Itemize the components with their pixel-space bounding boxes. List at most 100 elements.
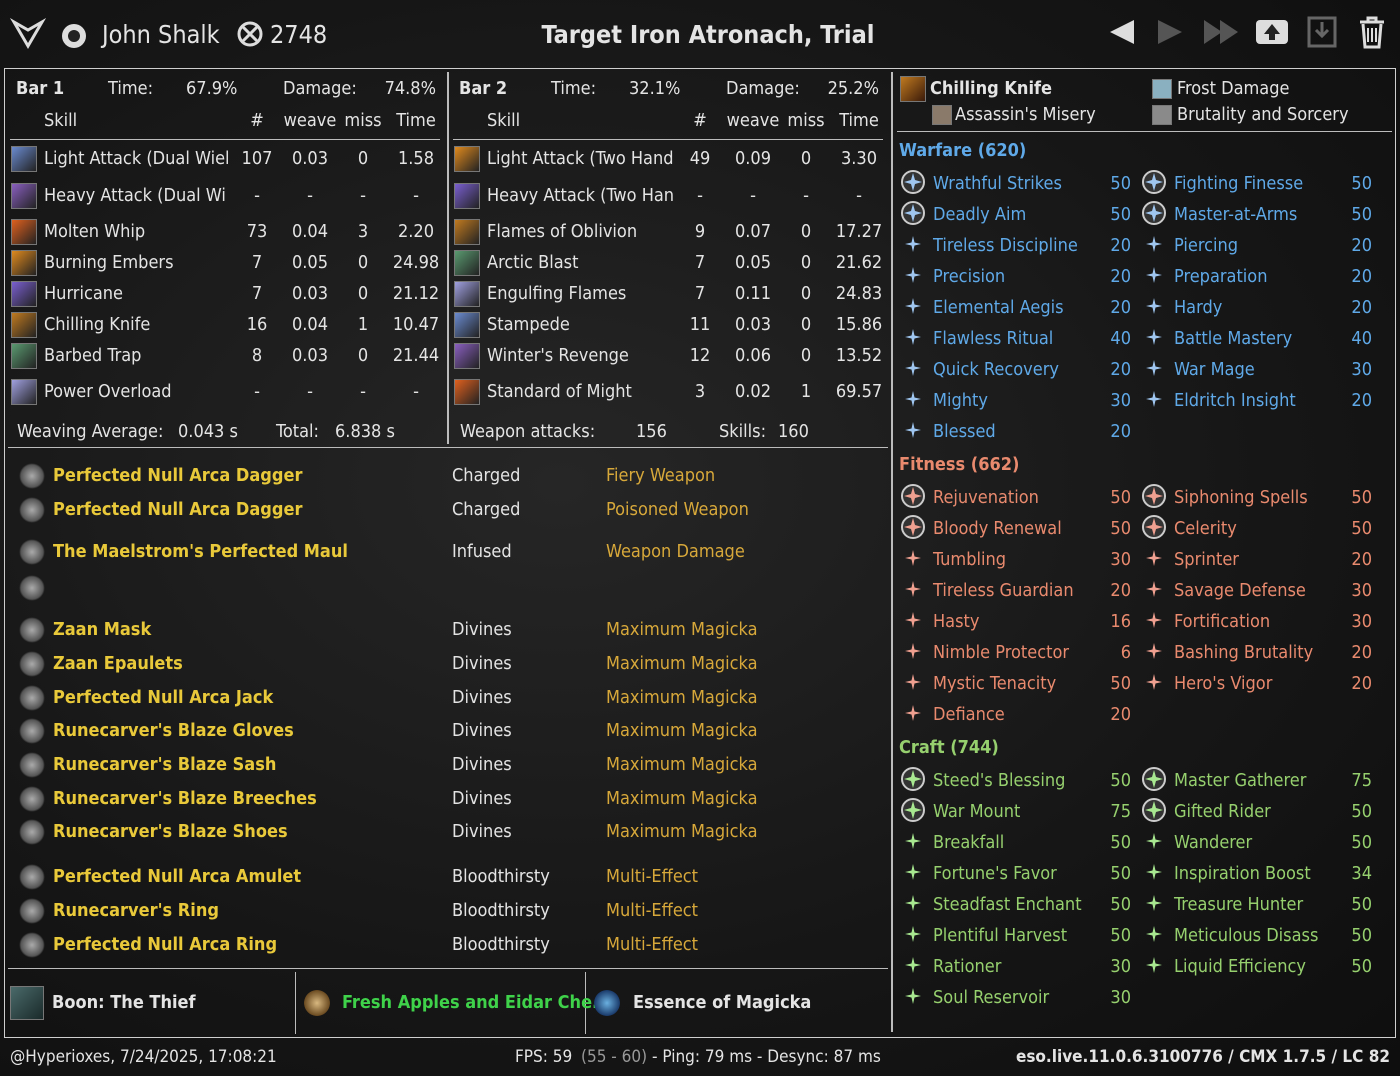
skill-stat: 73: [246, 221, 268, 242]
skill-icon: [11, 312, 37, 338]
divider: [891, 72, 893, 1032]
column-header: weave: [283, 110, 337, 131]
skill-stat: 7: [251, 283, 263, 304]
gear-enchant: Maximum Magicka: [606, 653, 758, 674]
star-icon: [904, 266, 922, 288]
gear-name: Perfected Null Arca Ring: [53, 934, 278, 955]
star-icon: [1145, 328, 1163, 350]
skill-stat: 12: [689, 345, 711, 366]
skill-stat: 7: [251, 252, 263, 273]
skill-stat: 0.03: [734, 314, 772, 335]
cp-star-name: Rationer: [933, 956, 1002, 977]
star-icon: [904, 673, 922, 695]
skill-stat: 10.47: [392, 314, 440, 335]
cp-star-name: Breakfall: [933, 832, 1005, 853]
gear-enchant: Maximum Magicka: [606, 720, 758, 741]
cp-star-name: Hero's Vigor: [1174, 673, 1273, 694]
skill-stat: 9: [694, 221, 706, 242]
skill-stat: 69.57: [835, 381, 883, 402]
previous-button[interactable]: [1106, 14, 1138, 50]
skill-stat: 0: [800, 148, 812, 169]
cp-star-points: 16: [1110, 611, 1131, 632]
skill-stat: 0: [800, 314, 812, 335]
skill-stat: 0: [357, 252, 369, 273]
cp-star-name: Battle Mastery: [1174, 328, 1293, 349]
cp-star-name: Nimble Protector: [933, 642, 1070, 663]
cp-star-points: 20: [1351, 390, 1372, 411]
cp-star-points: 34: [1351, 863, 1372, 884]
next-button[interactable]: [1154, 14, 1186, 50]
gear-icon: [19, 497, 45, 523]
skill-name: Chilling Knife: [44, 314, 151, 335]
skill-icon: [11, 183, 37, 209]
save-button[interactable]: [1306, 14, 1338, 50]
skill-name: Winter's Revenge: [487, 345, 629, 366]
cp-star-name: Blessed: [933, 421, 996, 442]
bar-summary: Total:: [276, 421, 319, 442]
boon-icon: [10, 986, 44, 1020]
divider: [10, 139, 440, 140]
slotted-star-icon: [1141, 200, 1167, 230]
cp-star-points: 20: [1110, 297, 1131, 318]
skill-stat: 15.86: [835, 314, 883, 335]
skill-stat: 0.03: [291, 345, 329, 366]
skill-stat: 1: [357, 314, 369, 335]
star-icon: [904, 611, 922, 633]
cp-star-points: 20: [1351, 673, 1372, 694]
skill-stat: -: [750, 185, 756, 206]
star-icon: [904, 235, 922, 257]
star-icon: [1145, 297, 1163, 319]
star-icon: [1145, 956, 1163, 978]
skill-name: Heavy Attack (Two Han: [487, 185, 675, 206]
time-label: Time:: [551, 78, 597, 99]
gear-trait: Infused: [452, 541, 512, 562]
cp-star-points: 20: [1110, 704, 1131, 725]
skill-icon: [11, 379, 37, 405]
skill-stat: 107: [241, 148, 273, 169]
gear-name: The Maelstrom's Perfected Maul: [53, 541, 348, 562]
cp-star-name: Bloody Renewal: [933, 518, 1062, 539]
cp-star-points: 20: [1351, 266, 1372, 287]
cp-star-name: Elemental Aegis: [933, 297, 1064, 318]
gear-enchant: Poisoned Weapon: [606, 499, 749, 520]
skill-stat: 0.05: [291, 252, 329, 273]
time-label: Time:: [108, 78, 154, 99]
skill-stat: -: [413, 185, 419, 206]
cp-star-name: Steadfast Enchant: [933, 894, 1082, 915]
delete-button[interactable]: [1356, 14, 1388, 50]
skill-stat: -: [803, 185, 809, 206]
bar-summary: Weapon attacks:: [460, 421, 596, 442]
skill-stat: 3: [694, 381, 706, 402]
gear-icon: [19, 932, 45, 958]
gear-icon: [19, 819, 45, 845]
cp-star-name: Rejuvenation: [933, 487, 1039, 508]
bar-summary: Skills:: [719, 421, 767, 442]
star-icon: [904, 987, 922, 1009]
star-icon: [904, 549, 922, 571]
gear-icon: [19, 718, 45, 744]
last-button[interactable]: [1202, 14, 1242, 50]
gear-icon: [19, 617, 45, 643]
gear-trait: Divines: [452, 788, 512, 809]
gear-name: Perfected Null Arca Dagger: [53, 499, 303, 520]
fight-title: Target Iron Atronach, Trial: [541, 20, 875, 49]
skill-stat: 0: [800, 283, 812, 304]
skill-stat: 0.06: [734, 345, 772, 366]
bar-summary: Weaving Average:: [17, 421, 164, 442]
gear-trait: Charged: [452, 499, 521, 520]
cp-star-points: 30: [1110, 390, 1131, 411]
boon: Boon: The Thief: [52, 992, 196, 1013]
cp-star-points: 50: [1110, 832, 1131, 853]
cp-star-name: Precision: [933, 266, 1006, 287]
cp-star-points: 20: [1351, 642, 1372, 663]
skill-name: Molten Whip: [44, 221, 146, 242]
cp-star-name: Eldritch Insight: [1174, 390, 1296, 411]
slotted-star-icon: [1141, 766, 1167, 796]
skill-stat: -: [360, 185, 366, 206]
bar-summary: 160: [778, 421, 809, 442]
cp-star-points: 6: [1120, 642, 1131, 663]
upload-button[interactable]: [1254, 14, 1290, 50]
bar-name: Bar 1: [16, 78, 65, 99]
skill-icon: [454, 219, 480, 245]
